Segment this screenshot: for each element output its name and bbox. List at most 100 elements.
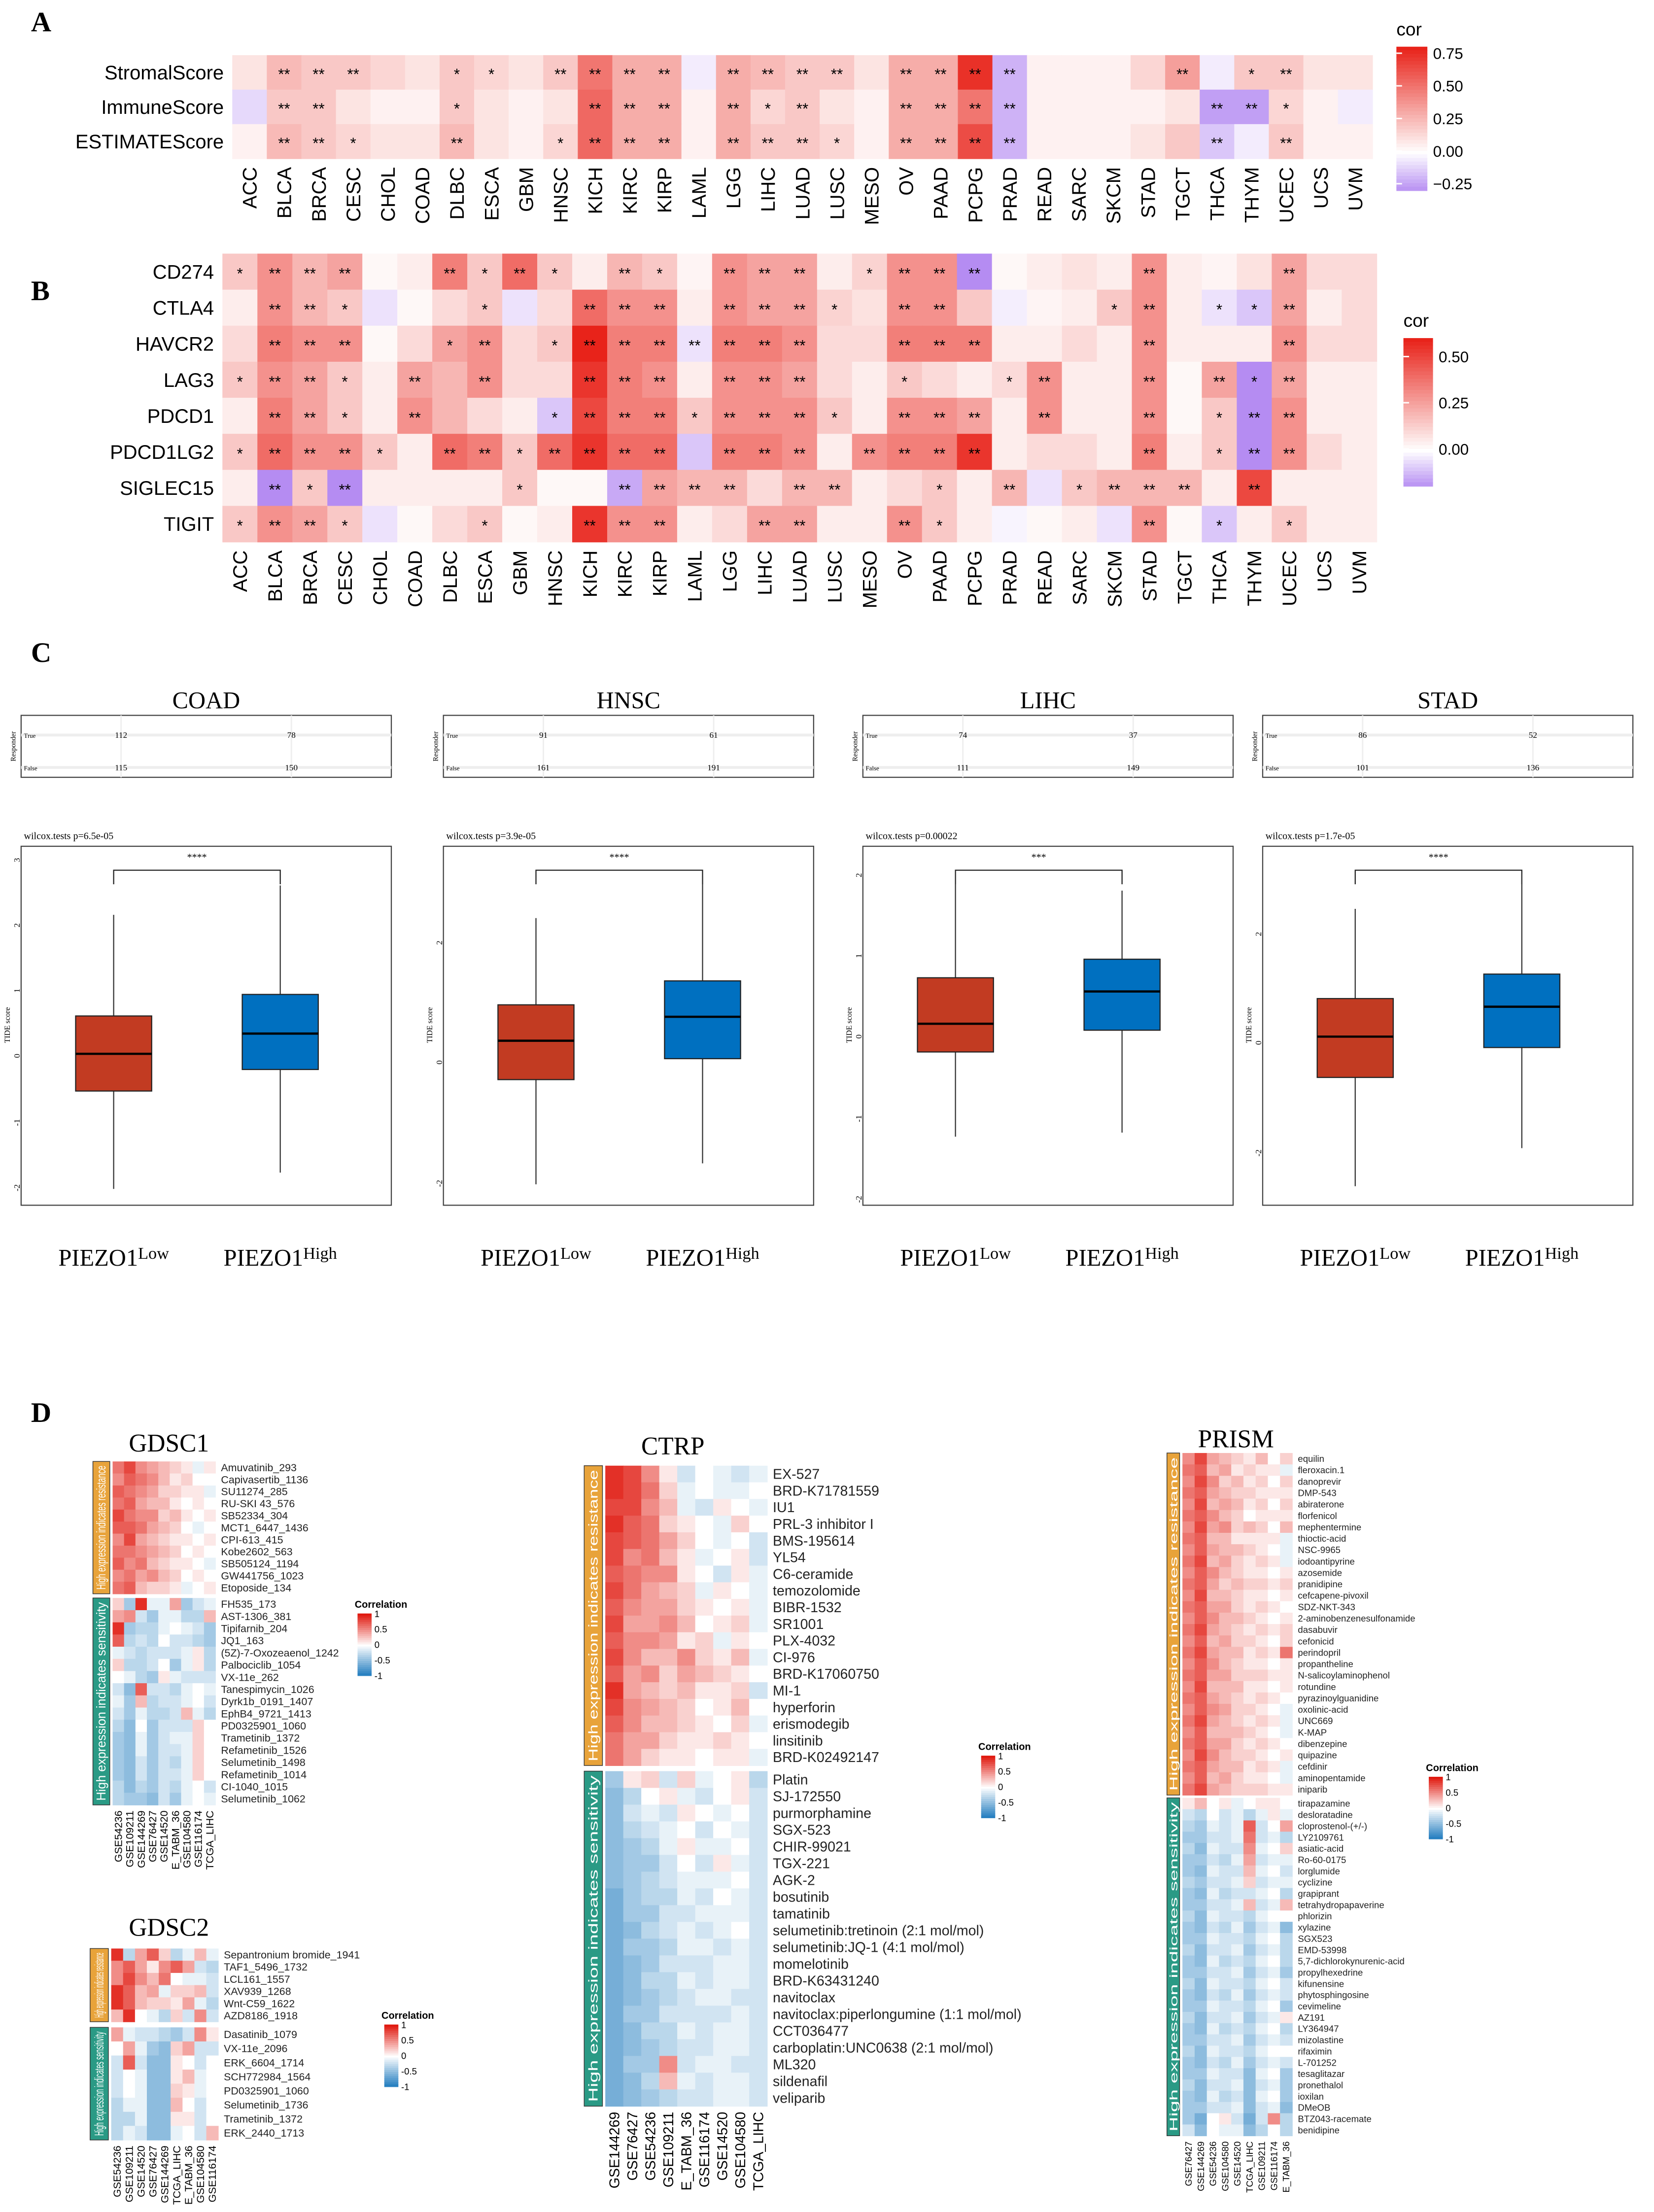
heatmap-cell [181,1720,193,1732]
box-low [917,977,994,1053]
heatmap-cell [1219,1647,1232,1659]
heatmap-cell [659,1465,678,1483]
heatmap-cell [170,1622,182,1635]
heatmap-cell [204,1485,216,1498]
heatmap-cell [641,1715,660,1733]
heatmap-cell [1194,1612,1207,1624]
significance-stars: ** [969,135,981,152]
y-tick-label: 3 [12,858,22,863]
legend-swatch [1396,104,1428,108]
heatmap-cell [135,1533,147,1546]
column-label: LAML [685,551,706,602]
drug-label: JQ1_163 [221,1635,264,1647]
heatmap-cell [170,1720,182,1732]
heatmap-cell [181,1461,193,1474]
heatmap-cell [1255,1738,1269,1750]
legend-swatch [981,1782,996,1785]
heatmap-cell [817,253,853,290]
legend-tick-label: 0 [375,1640,379,1650]
heatmap-cell [641,1749,660,1766]
heatmap-title: GDSC2 [129,1914,209,1942]
legend-swatch [1396,133,1428,138]
heatmap-cell [1280,1854,1293,1866]
heatmap-cell [1243,1521,1256,1533]
significance-stars: ** [654,337,665,354]
legend-tick-label: 0.50 [1439,348,1469,366]
heatmap-cell [605,1989,624,2006]
heatmap-cell [713,1732,732,1750]
column-label: MESO [860,551,881,609]
heatmap-cell [1342,325,1378,362]
drug-label: temozolomide [773,1583,861,1599]
heatmap-cell [695,1532,714,1550]
drug-label: danoprevir [1298,1476,1341,1486]
significance-stars: ** [758,409,770,426]
significance-label: **** [1429,852,1448,863]
heatmap-cell [1061,124,1097,159]
heatmap-cell [659,1532,678,1550]
heatmap-cell [1194,1899,1207,1911]
heatmap-cell [713,2089,732,2107]
heatmap-cell [612,124,648,159]
heatmap-cell [124,1473,136,1486]
heatmap-cell [146,1780,159,1794]
heatmap-cell [1255,1727,1269,1739]
legend-swatch [1403,345,1433,350]
heatmap-cell [1194,1978,1207,1990]
heatmap-cell [362,325,398,362]
heatmap-cell [292,506,328,543]
heatmap-cell [607,289,643,326]
legend-swatch [1396,125,1428,130]
heatmap-cell [605,1698,624,1716]
drug-label: quipazine [1298,1750,1337,1761]
heatmap-cell [782,506,818,543]
heatmap-cell [1231,1989,1244,2001]
heatmap-cell [1243,1772,1256,1784]
heatmap-cell [1206,1933,1220,1945]
heatmap-cell [578,55,613,90]
heatmap-cell [922,434,958,471]
heatmap-cell [1280,1681,1293,1693]
significance-stars: ** [1283,409,1295,426]
heatmap-cell [1280,1521,1293,1533]
heatmap-cell [1182,1910,1195,1923]
heatmap-cell [362,470,398,507]
heatmap-cell [170,1671,182,1684]
heatmap-cell [623,1972,642,1990]
drug-label: BRD-K17060750 [773,1666,879,1682]
heatmap-cell [192,1546,205,1558]
heatmap-cell [194,2126,207,2141]
heatmap-cell [1268,1544,1281,1556]
heatmap-cell [1206,1521,1220,1533]
significance-stars: ** [898,337,910,354]
legend-swatch [1403,393,1433,398]
heatmap-cell [1268,1854,1281,1866]
heatmap-cell [623,1989,642,2006]
heatmap-cell [112,1610,125,1623]
heatmap-cell [623,1838,642,1856]
group-label-sup: Low [138,1244,169,1263]
heatmap-cell [1219,1453,1232,1465]
heatmap-cell [146,1473,159,1486]
heatmap-cell [206,2009,219,2022]
heatmap-cell [1231,2102,1244,2114]
heatmap-cell [222,434,258,471]
heatmap-cell [1194,1967,1207,1979]
heatmap-cell [712,470,748,507]
heatmap-cell [623,1532,642,1550]
heatmap-cell [1243,2113,1256,2125]
heatmap-cell [1206,1876,1220,1889]
heatmap-cell [641,1549,660,1566]
heatmap-cell [111,2009,124,2022]
heatmap-cell [1194,1567,1207,1579]
heatmap-cell [170,1768,182,1781]
column-label: THYM [1241,167,1263,223]
heatmap-cell [182,2009,195,2022]
heatmap-cell [1243,1922,1256,1934]
legend-swatch [1403,389,1433,394]
heatmap-cell [181,1622,193,1635]
heatmap-cell [1182,1772,1195,1784]
heatmap-cell [605,1771,624,1789]
significance-stars: * [1076,481,1082,498]
heatmap-cell [182,1961,195,1973]
